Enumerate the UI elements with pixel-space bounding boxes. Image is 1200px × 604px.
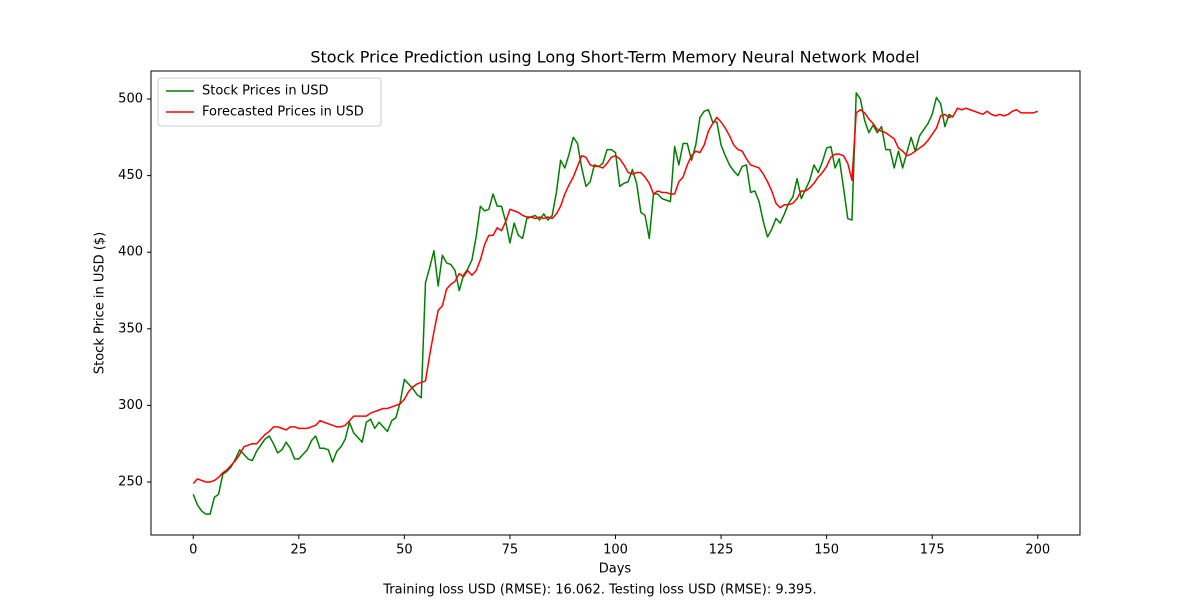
x-tick-label: 100	[603, 543, 628, 558]
x-tick-label: 200	[1025, 543, 1050, 558]
series-line	[192, 107, 1039, 485]
x-tick-label: 0	[189, 543, 197, 558]
y-tick-label: 400	[118, 245, 143, 260]
y-axis-label: Stock Price in USD ($)	[93, 232, 108, 374]
legend-box	[157, 77, 382, 127]
x-tick-label: 25	[291, 543, 308, 558]
x-tick-label: 175	[920, 543, 945, 558]
x-tick-label: 150	[814, 543, 839, 558]
y-tick-label: 500	[118, 92, 143, 107]
y-tick-label: 450	[118, 168, 143, 183]
x-tick-label: 125	[709, 543, 734, 558]
x-tick-label: 50	[396, 543, 413, 558]
legend-label: Forecasted Prices in USD	[202, 105, 364, 120]
x-axis-label: Days	[599, 562, 632, 577]
y-tick-label: 300	[118, 398, 143, 413]
x-tick-label: 75	[502, 543, 519, 558]
y-tick-label: 250	[118, 474, 143, 489]
chart-title: Stock Price Prediction using Long Short-…	[310, 48, 919, 67]
series-line	[192, 92, 954, 515]
y-tick-label: 350	[118, 321, 143, 336]
caption: Training loss USD (RMSE): 16.062. Testin…	[382, 583, 816, 598]
plot-frame	[150, 70, 1081, 536]
legend-label: Stock Prices in USD	[202, 84, 329, 99]
